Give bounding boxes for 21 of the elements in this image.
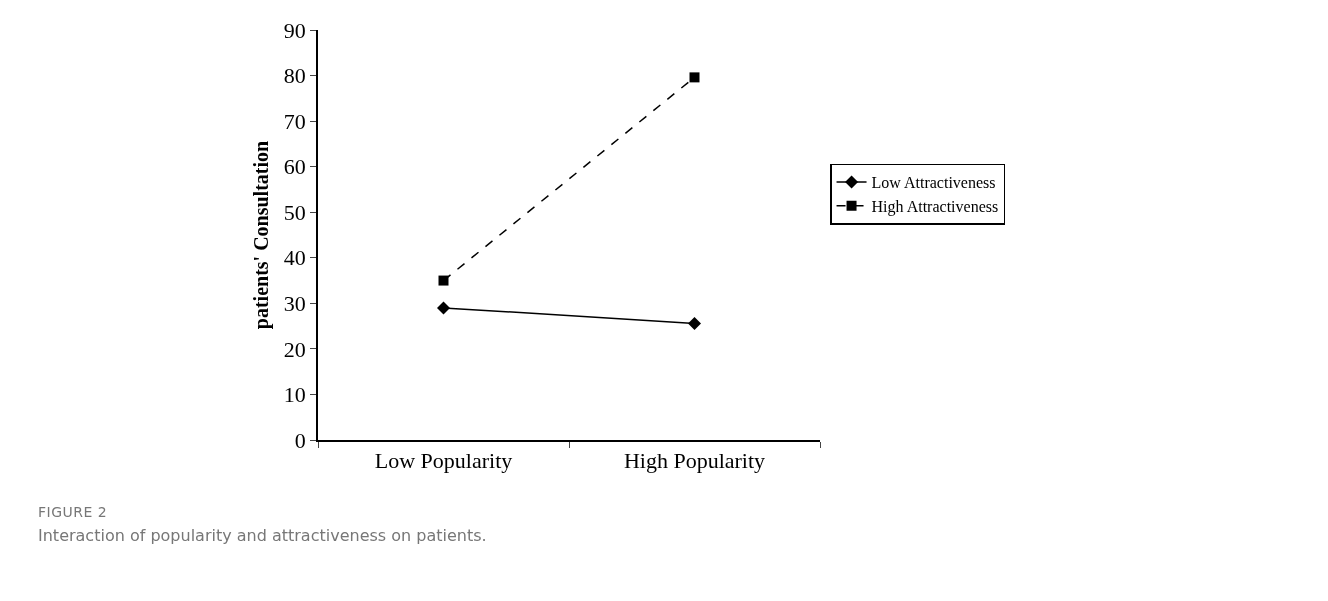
point [438, 275, 449, 286]
x-tick-label: High Popularity [623, 448, 766, 474]
y-tick-label: 90 [283, 17, 306, 43]
legend-label: Low Attractiveness [871, 174, 996, 192]
y-tick-label: 20 [283, 336, 306, 362]
x-tick-label: Low Popularity [374, 448, 513, 474]
point [689, 72, 700, 83]
y-tick-label: 40 [283, 245, 306, 271]
y-tick-label: 0 [294, 427, 306, 453]
point [437, 301, 450, 315]
legend-label: High Attractiveness [871, 197, 999, 216]
y-tick-label: 60 [283, 154, 306, 180]
point [688, 316, 701, 330]
caption: FIGURE 2 [38, 504, 109, 520]
y-tick-label: 80 [283, 63, 306, 89]
y-tick-label: 30 [283, 291, 306, 317]
y-tick-label: 70 [283, 108, 306, 134]
y-tick-label: 50 [283, 199, 306, 225]
text: Interaction of popularity and attractiveness on patients. [38, 526, 488, 545]
y-axis-title: patients' Consultation [249, 140, 273, 330]
y-tick-label: 10 [283, 382, 306, 408]
